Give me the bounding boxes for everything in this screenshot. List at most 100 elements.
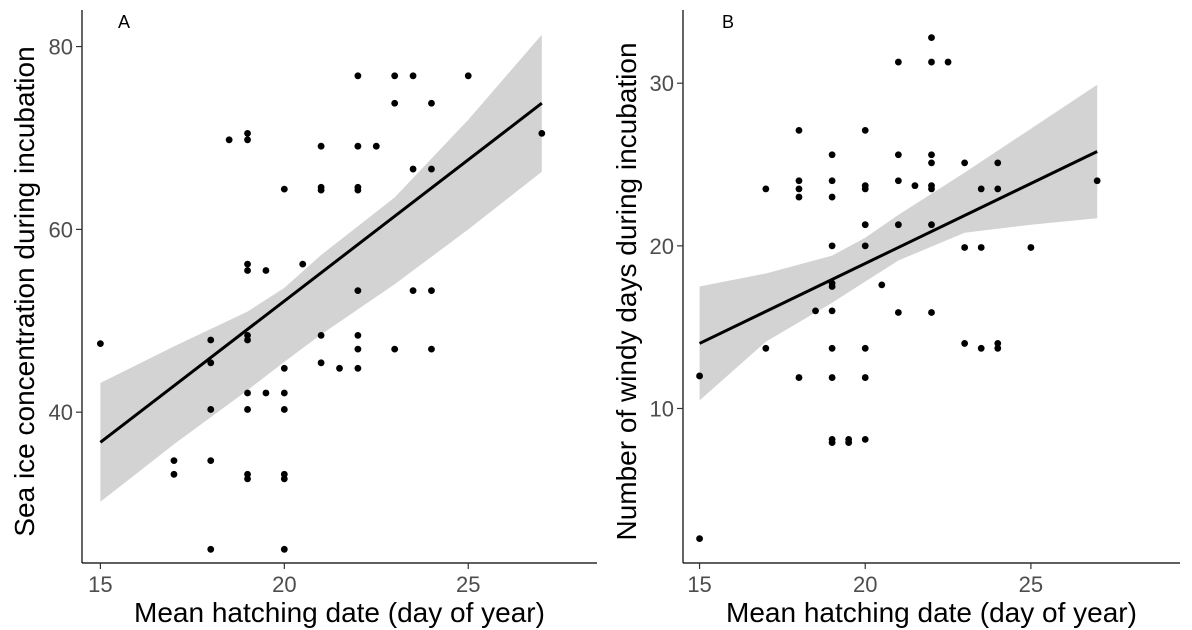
data-point (391, 72, 399, 80)
data-point (207, 359, 215, 367)
x-tick-label: 25 (456, 572, 480, 597)
data-point (861, 344, 869, 352)
data-point (861, 242, 869, 250)
data-point (336, 364, 343, 372)
data-point (828, 307, 836, 315)
data-point (170, 470, 178, 478)
data-point (428, 287, 435, 295)
data-point (861, 374, 869, 381)
data-point (354, 287, 362, 295)
data-point (994, 344, 1002, 352)
data-point (428, 165, 435, 173)
y-tick-label: 40 (49, 400, 73, 425)
data-point (861, 435, 869, 443)
data-point (409, 287, 417, 295)
data-point (280, 389, 288, 397)
data-point (244, 260, 251, 268)
data-point (878, 281, 886, 289)
data-point (928, 58, 935, 66)
data-point (244, 336, 251, 344)
data-point (244, 129, 251, 137)
x-tick-label: 20 (853, 572, 877, 597)
data-point (280, 185, 288, 193)
data-point (961, 340, 969, 347)
data-point (894, 151, 902, 159)
data-point (928, 185, 935, 193)
data-point (225, 136, 233, 144)
data-point (696, 535, 703, 543)
y-tick-label: 60 (49, 217, 73, 242)
data-point (409, 72, 417, 80)
panel-a: 15 20 25 40 60 80 Mean hatching date (day of y… (9, 10, 597, 628)
data-point (795, 193, 803, 201)
data-point (928, 159, 935, 167)
data-point (280, 364, 288, 372)
data-point (812, 307, 819, 315)
data-point (828, 242, 836, 250)
data-point (354, 72, 362, 80)
data-point (861, 185, 869, 193)
data-point (861, 221, 869, 229)
data-point (391, 99, 399, 107)
data-point (170, 457, 178, 465)
data-point (894, 58, 902, 66)
data-point (795, 126, 803, 134)
data-point (317, 142, 325, 150)
data-point (828, 283, 836, 290)
x-axis-title: Mean hatching date (day of year) (134, 597, 545, 628)
panel-b: 15 20 25 10 20 30 Mean hatching date (day of y… (611, 10, 1180, 628)
data-point (244, 389, 251, 397)
data-point (961, 244, 969, 251)
data-point (828, 374, 836, 381)
data-point (354, 186, 362, 194)
data-point (354, 332, 362, 339)
data-point (845, 439, 853, 447)
data-point (280, 475, 288, 483)
data-point (977, 244, 985, 251)
x-tick-label: 25 (1019, 572, 1043, 597)
data-point (372, 142, 380, 150)
data-point (928, 221, 935, 229)
data-point (994, 159, 1002, 167)
data-point (280, 406, 288, 413)
data-point (977, 344, 985, 352)
data-point (911, 182, 919, 190)
data-point (207, 406, 215, 413)
data-point (795, 185, 803, 193)
data-point (207, 457, 215, 465)
y-tick-label: 20 (650, 234, 674, 259)
data-point (944, 58, 952, 66)
data-point (977, 185, 985, 193)
data-point (317, 359, 325, 367)
data-point (354, 142, 362, 150)
data-point (317, 186, 325, 194)
data-point (928, 309, 935, 316)
y-axis-title: Sea ice concentration during incubation (9, 46, 40, 536)
data-point (244, 267, 251, 274)
data-point (1093, 177, 1101, 185)
data-point (207, 545, 215, 553)
y-tick-label: 30 (650, 71, 674, 96)
data-point (409, 165, 417, 173)
data-point (262, 389, 270, 397)
x-tick-label: 20 (272, 572, 296, 597)
data-point (928, 151, 935, 159)
y-axis-title: Number of windy days during incubation (611, 42, 642, 540)
data-point (795, 374, 803, 381)
data-point (928, 34, 935, 42)
data-point (762, 185, 770, 193)
data-point (354, 345, 362, 353)
data-point (207, 336, 215, 344)
data-point (464, 72, 472, 80)
x-tick-label: 15 (687, 572, 711, 597)
data-point (894, 309, 902, 316)
fit-line (99, 102, 543, 444)
data-point (244, 136, 251, 144)
panel-label: B (722, 12, 734, 32)
data-point (828, 344, 836, 352)
data-point (828, 193, 836, 201)
data-point (96, 340, 104, 348)
x-tick-label: 15 (88, 572, 112, 597)
data-point (828, 151, 836, 159)
data-point (280, 545, 288, 553)
